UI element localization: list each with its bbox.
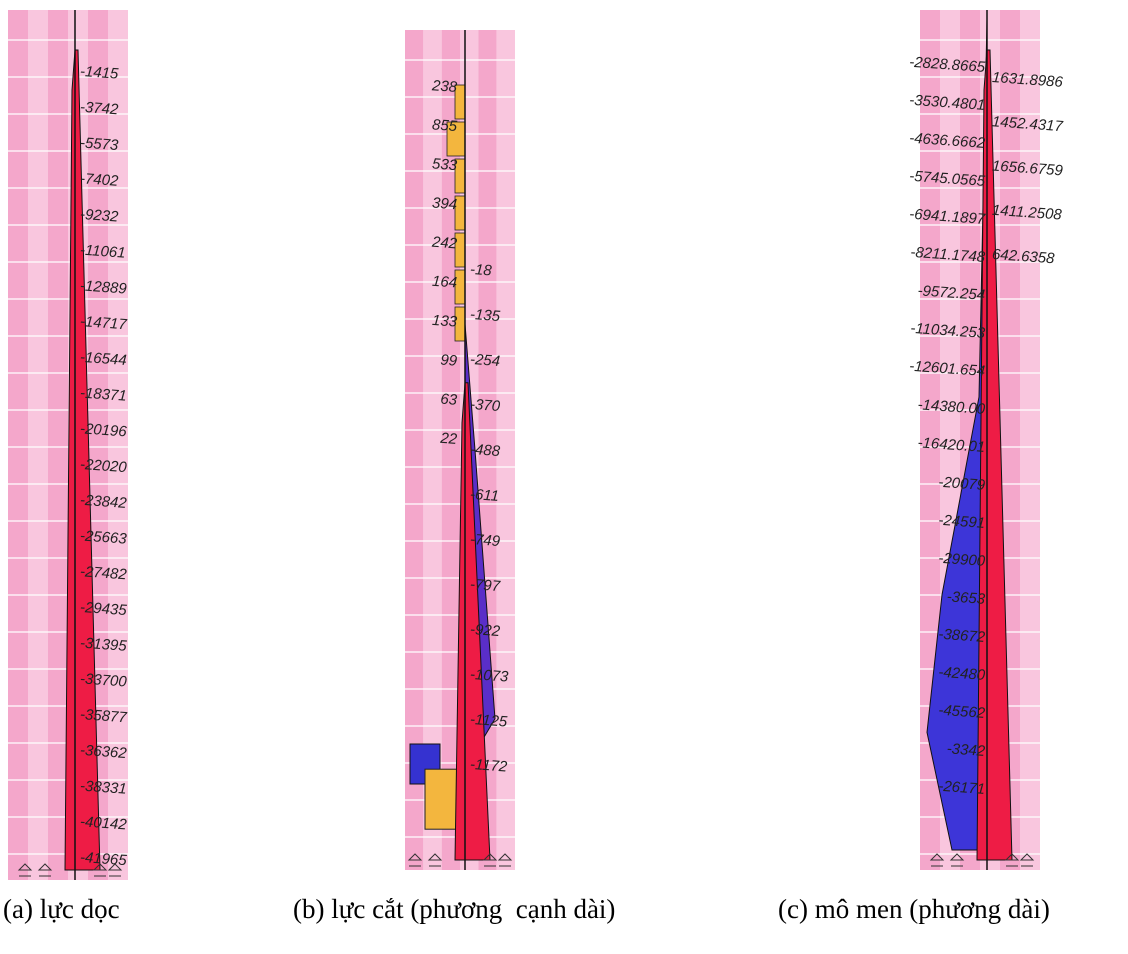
label-right: -20196 bbox=[79, 420, 127, 440]
label-left: 99 bbox=[440, 352, 458, 370]
label-right: -18 bbox=[469, 261, 492, 280]
label-right: -749 bbox=[469, 531, 501, 550]
label-right: -11061 bbox=[79, 242, 126, 262]
label-left: 242 bbox=[430, 234, 458, 253]
label-right: -1415 bbox=[79, 63, 119, 83]
label-right: -38331 bbox=[79, 778, 127, 798]
label-right: -797 bbox=[469, 576, 501, 595]
figure: -1415 -3742 -5573 -7402 -9232 -11061 -12889 -14… bbox=[0, 0, 1128, 954]
label-right: -18371 bbox=[79, 385, 127, 405]
label-right: -254 bbox=[469, 351, 500, 370]
label-left: 22 bbox=[439, 430, 458, 448]
label-left: -42480 bbox=[938, 664, 986, 684]
label-right: -33700 bbox=[79, 670, 127, 690]
column-stripe bbox=[8, 10, 28, 880]
label-right: -135 bbox=[469, 306, 501, 325]
label-right: -40142 bbox=[79, 813, 127, 833]
label-right: -1073 bbox=[469, 666, 509, 686]
label-right: -1125 bbox=[469, 711, 508, 731]
label-left: -26171 bbox=[938, 778, 986, 798]
label-left: 533 bbox=[431, 155, 458, 174]
label-right: -41965 bbox=[79, 849, 127, 869]
caption: (c) mô men (phương dài) bbox=[778, 894, 1050, 924]
label-right: -12889 bbox=[79, 277, 127, 297]
label-right: -22020 bbox=[79, 456, 127, 476]
label-right: -31395 bbox=[79, 635, 127, 655]
label-left: 238 bbox=[430, 77, 458, 96]
label-right: -16544 bbox=[79, 349, 127, 369]
label-right: -35877 bbox=[79, 706, 127, 726]
label-right: -29435 bbox=[79, 599, 127, 619]
label-right: -14717 bbox=[79, 313, 127, 333]
label-left: -45562 bbox=[938, 702, 986, 722]
label-right: -7402 bbox=[79, 170, 119, 190]
label-right: -3742 bbox=[79, 99, 119, 119]
label-right: -922 bbox=[469, 621, 501, 640]
caption: (b) lực cắt (phương cạnh dài) bbox=[293, 894, 615, 924]
label-left: -3653 bbox=[946, 588, 986, 608]
column-stripe bbox=[28, 10, 48, 880]
label-left: -29900 bbox=[938, 550, 986, 570]
label-left: 855 bbox=[431, 116, 458, 135]
label-right: -488 bbox=[469, 441, 501, 460]
label-right: -5573 bbox=[79, 134, 119, 154]
label-left: -3342 bbox=[946, 740, 986, 760]
label-right: -27482 bbox=[79, 563, 127, 583]
label-left: -20079 bbox=[938, 474, 986, 494]
label-right: -36362 bbox=[79, 742, 127, 762]
label-left: -38672 bbox=[938, 626, 986, 646]
label-left: -24591 bbox=[938, 512, 986, 532]
label-left: 133 bbox=[431, 312, 458, 331]
column-stripe bbox=[48, 10, 68, 880]
label-right: -25663 bbox=[79, 527, 127, 547]
label-left: 63 bbox=[440, 391, 458, 409]
label-right: -23842 bbox=[79, 492, 127, 512]
label-left: 164 bbox=[431, 273, 457, 292]
label-right: -1172 bbox=[469, 756, 508, 776]
label-left: 394 bbox=[431, 195, 457, 214]
label-right: -9232 bbox=[79, 206, 119, 226]
column-stripe bbox=[1020, 10, 1040, 870]
label-right: -611 bbox=[469, 486, 499, 505]
caption: (a) lực dọc bbox=[3, 894, 120, 924]
label-right: -370 bbox=[469, 396, 501, 415]
